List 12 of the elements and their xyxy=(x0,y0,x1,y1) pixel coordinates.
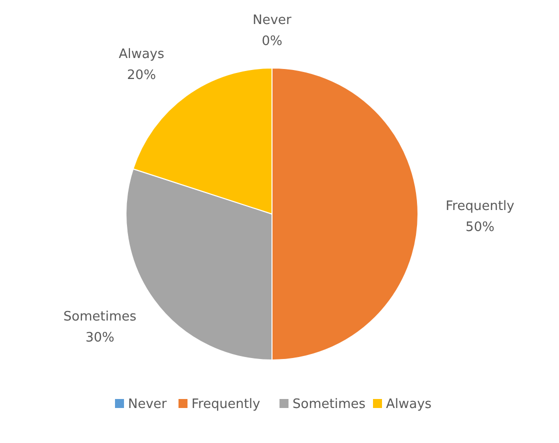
legend-label: Frequently xyxy=(192,397,261,412)
legend-label: Always xyxy=(386,397,432,412)
data-label: 50% xyxy=(466,220,494,235)
data-label: 20% xyxy=(127,68,156,83)
slice-label: Frequently xyxy=(446,199,515,214)
legend-label: Sometimes xyxy=(292,397,366,412)
slice-label: Always xyxy=(118,46,165,62)
text: 0% xyxy=(262,34,282,49)
category-label: Never xyxy=(252,13,292,28)
slice-label: Sometimes xyxy=(63,310,137,325)
legend-label: Never xyxy=(128,397,168,412)
data-label: 30% xyxy=(85,330,114,346)
